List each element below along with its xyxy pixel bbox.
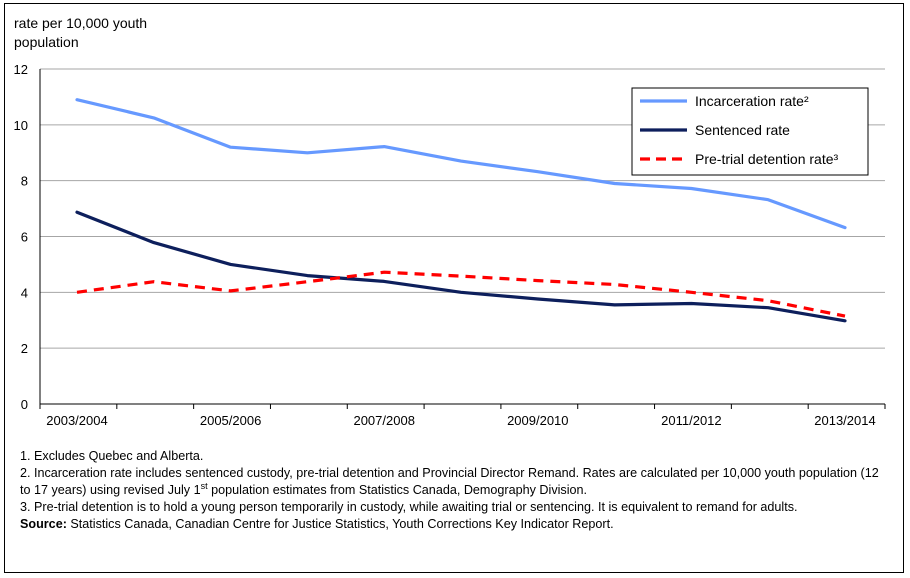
legend-label: Pre-trial detention rate³ xyxy=(695,151,839,167)
line-chart: 0 2 4 6 8 10 12 2003/2004 2005/2006 2007/2008 2009… xyxy=(14,62,886,428)
series-line xyxy=(75,98,847,230)
y-tick-label: 12 xyxy=(14,62,28,77)
y-tick-label: 4 xyxy=(21,285,28,300)
footnote-2-text-a: 2. Incarceration rate includes sentenced… xyxy=(20,466,879,497)
y-tick-label: 2 xyxy=(21,341,28,356)
x-tick-label: 2005/2006 xyxy=(200,413,261,428)
x-tick-label: 2011/2012 xyxy=(661,413,722,428)
series-line xyxy=(76,270,846,318)
footnote-2-text-b: population estimates from Statistics Can… xyxy=(207,483,588,497)
footnote-2: 2. Incarceration rate includes sentenced… xyxy=(20,465,882,499)
source-label: Source: xyxy=(20,517,67,531)
y-axis-label: rate per 10,000 youth population xyxy=(14,15,148,50)
legend-label: Incarceration rate² xyxy=(695,93,809,109)
y-tick-label: 0 xyxy=(21,397,28,412)
x-tick-label: 2013/2014 xyxy=(814,413,875,428)
x-tick-label: 2003/2004 xyxy=(46,413,107,428)
footnote-3: 3. Pre-trial detention is to hold a youn… xyxy=(20,500,798,514)
source-text: Statistics Canada, Canadian Centre for J… xyxy=(66,517,614,531)
y-tick-label: 8 xyxy=(21,174,28,189)
legend-label: Sentenced rate xyxy=(695,122,790,138)
series-line xyxy=(75,210,847,323)
source-line: Source: Statistics Canada, Canadian Cent… xyxy=(20,516,882,533)
footnote-1: 1. Excludes Quebec and Alberta. xyxy=(20,449,204,463)
x-tick-label: 2007/2008 xyxy=(353,413,414,428)
y-tick-label: 6 xyxy=(21,230,28,245)
footnote-2-superscript: st xyxy=(200,480,208,491)
y-tick-label: 10 xyxy=(14,118,28,133)
footnotes: 1. Excludes Quebec and Alberta. 2. Incar… xyxy=(20,448,882,533)
x-tick-label: 2009/2010 xyxy=(507,413,568,428)
